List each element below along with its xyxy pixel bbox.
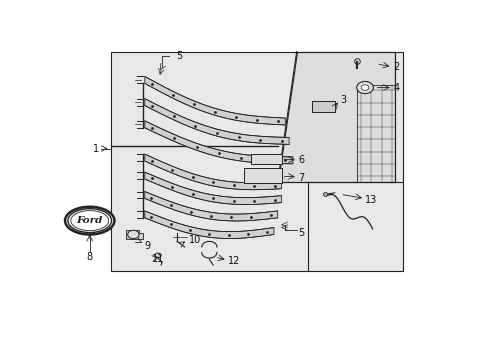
Text: Ford: Ford [76,216,103,225]
Polygon shape [126,230,143,239]
Text: 8: 8 [87,252,93,262]
Circle shape [357,81,373,94]
Circle shape [128,230,139,239]
Text: 5: 5 [298,228,305,238]
Polygon shape [145,172,281,204]
Bar [111,51,403,270]
Text: 10: 10 [189,235,201,245]
Polygon shape [145,211,274,239]
Polygon shape [145,99,289,144]
Text: 1: 1 [93,144,99,153]
Text: 2: 2 [393,62,400,72]
Bar [251,154,281,164]
Text: 11: 11 [152,255,165,264]
Polygon shape [145,192,278,221]
Text: 7: 7 [298,173,305,183]
Circle shape [361,85,369,90]
Ellipse shape [65,207,115,234]
Text: 6: 6 [298,155,305,165]
Polygon shape [278,51,395,182]
Polygon shape [145,154,281,190]
Circle shape [155,253,161,257]
Text: 12: 12 [228,256,241,266]
Text: 13: 13 [365,195,377,205]
Polygon shape [145,121,293,164]
Text: 5: 5 [176,51,182,61]
Bar [312,102,335,112]
Text: 3: 3 [341,95,346,105]
Text: 9: 9 [145,240,151,251]
Polygon shape [145,76,285,125]
Text: 4: 4 [393,82,400,93]
Bar [244,168,281,183]
